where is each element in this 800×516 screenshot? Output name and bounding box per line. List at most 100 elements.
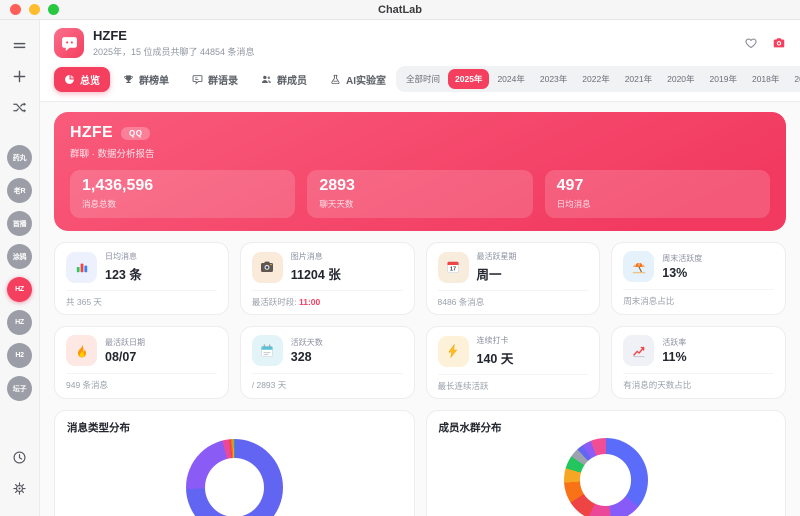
chart-title: 成员水群分布 (438, 422, 502, 434)
stat-card-grid: 日均消息 123 条 共 365 天 图片消息 11204 张 (54, 242, 786, 399)
settings-gear-icon[interactable] (12, 481, 27, 496)
year-filter[interactable]: 全部时间 (399, 69, 447, 89)
group-name: HZFE (93, 28, 127, 43)
stat-card-icon (259, 343, 275, 359)
stat-card-footer-highlight: 11:00 (298, 297, 321, 307)
stat-card-icon-box (251, 335, 283, 366)
stat-card: 周末活跃度 13% 周末消息占比 (611, 242, 786, 315)
stat-card-footer: 8486 条消息 (437, 290, 589, 308)
left-rail: 药丸 老R 首播 涂鸦 HZ HZ H2 坛子 (0, 20, 40, 516)
window-title: ChatLab (378, 3, 422, 16)
screenshot-camera-icon[interactable] (772, 36, 786, 50)
year-filter[interactable]: 2018年 (745, 69, 786, 89)
stat-card-label: 日均消息 (105, 252, 137, 261)
year-filter[interactable]: 2019年 (703, 69, 744, 89)
hero-stat-box: 1,436,596 消息总数 (70, 170, 296, 218)
year-filter-label: 2017年 (794, 74, 800, 84)
chat-avatar[interactable]: H2 (7, 343, 32, 368)
year-filter-group: 全部时间 2025年 2024年 2023年 2022年 2021年 2020年 (396, 66, 800, 92)
stat-card-value: 123 条 (105, 268, 142, 282)
shuffle-icon[interactable] (12, 100, 27, 115)
year-filter-label: 2021年 (624, 74, 653, 84)
zoom-button[interactable] (48, 4, 59, 15)
group-header: HZFE 2025年，15 位成员共聊了 44854 条消息 总览 群榜单 群语 (40, 20, 800, 102)
year-filter[interactable]: 2020年 (660, 69, 701, 89)
favorite-heart-icon[interactable] (744, 36, 758, 50)
minimize-button[interactable] (29, 4, 40, 15)
stat-card-icon-box (251, 251, 283, 283)
tab-icon (192, 74, 203, 85)
stat-card-value: 11% (662, 350, 687, 364)
hero-stats: 1,436,596 消息总数 2893 聊天天数 497 日均消息 (70, 170, 770, 218)
year-filter[interactable]: 2021年 (618, 69, 659, 89)
stat-card-icon-box (623, 335, 655, 366)
stat-card-label: 最活跃日期 (105, 338, 145, 347)
member-activity-donut-chart[interactable] (563, 438, 648, 516)
nav-tabs: 总览 群榜单 群语录 群成员 AI实验室 (54, 66, 396, 92)
stat-card-footer-text: 周末消息占比 (623, 296, 675, 306)
nav-tab[interactable]: 总览 (54, 66, 110, 92)
stat-card-label: 活跃率 (662, 338, 687, 347)
message-type-donut-chart[interactable] (185, 439, 283, 516)
history-clock-icon[interactable] (12, 450, 27, 465)
platform-badge: QQ (120, 126, 151, 140)
menu-icon[interactable] (12, 38, 27, 53)
stat-card: 活跃天数 328 / 2893 天 (239, 326, 415, 399)
nav-tab[interactable]: 群成员 (251, 67, 317, 92)
stat-card-icon-box (437, 251, 469, 283)
stat-card-footer: 周末消息占比 (623, 289, 774, 307)
chat-avatar-label: HZ (15, 319, 24, 326)
stat-card-icon-box (623, 251, 655, 282)
chat-avatar-label: 涂鸦 (12, 253, 27, 261)
chat-avatar-label: 药丸 (12, 154, 27, 162)
stat-card-footer-text: 最长连续活跃 (437, 381, 489, 391)
stat-card-label: 图片消息 (290, 252, 323, 261)
year-filter[interactable]: 2025年 (448, 69, 490, 89)
group-meta: 2025年，15 位成员共聊了 44854 条消息 (93, 47, 255, 57)
stat-card-icon (74, 259, 90, 275)
hero-stat-box: 2893 聊天天数 (307, 170, 533, 218)
add-chat-icon[interactable] (12, 69, 27, 84)
year-filter[interactable]: 2022年 (575, 69, 616, 89)
stat-card-value: 11204 张 (290, 268, 341, 282)
stat-card-value: 周一 (476, 268, 502, 282)
chat-avatar[interactable]: 老R (7, 178, 32, 203)
hero-stat-value: 497 (556, 177, 584, 194)
chat-avatar[interactable]: HZ (7, 310, 32, 335)
stat-card-icon (445, 259, 461, 275)
stat-card: 图片消息 11204 张 最活跃时段: 11:00 (239, 242, 415, 315)
stat-card-footer-text: 共 365 天 (66, 297, 102, 307)
chat-avatar-label: H2 (15, 352, 24, 359)
message-type-chart-card: 消息类型分布 文字图片表情未知视频文件语音 (54, 410, 415, 516)
nav-tab[interactable]: AI实验室 (320, 67, 396, 92)
stat-card-label: 连续打卡 (476, 336, 509, 345)
tab-label: 总览 (80, 75, 100, 87)
chat-avatar[interactable]: 首播 (7, 211, 32, 236)
year-filter-label: 2025年 (455, 74, 483, 84)
chat-avatar-label: 坛子 (12, 385, 27, 393)
year-filter-label: 2024年 (497, 74, 525, 84)
tab-label: AI实验室 (346, 75, 386, 87)
year-filter[interactable]: 2024年 (490, 69, 531, 89)
close-button[interactable] (10, 4, 21, 15)
traffic-lights (0, 4, 59, 15)
chat-avatar[interactable]: 坛子 (7, 376, 32, 401)
hero-stat-value: 1,436,596 (82, 177, 154, 194)
stat-card-value: 328 (290, 350, 312, 364)
year-filter[interactable]: 2017年 (787, 69, 800, 89)
stat-card-footer: / 2893 天 (251, 373, 403, 391)
nav-tab[interactable]: 群语录 (182, 67, 248, 92)
year-filter-label: 2022年 (582, 74, 610, 84)
tab-label: 群成员 (277, 75, 307, 87)
chat-avatar[interactable]: 药丸 (7, 145, 32, 170)
stat-card: 最活跃星期 周一 8486 条消息 (425, 242, 601, 315)
stat-card-icon (74, 343, 90, 359)
chat-avatar[interactable]: HZ (7, 277, 32, 302)
rail-bottom (12, 442, 27, 504)
group-avatar (54, 28, 84, 58)
year-filter[interactable]: 2023年 (533, 69, 574, 89)
chat-avatar[interactable]: 涂鸦 (7, 244, 32, 269)
stat-card: 连续打卡 140 天 最长连续活跃 (425, 326, 601, 399)
nav-tab[interactable]: 群榜单 (113, 67, 179, 92)
hero-stat-label: 日均消息 (556, 199, 591, 209)
